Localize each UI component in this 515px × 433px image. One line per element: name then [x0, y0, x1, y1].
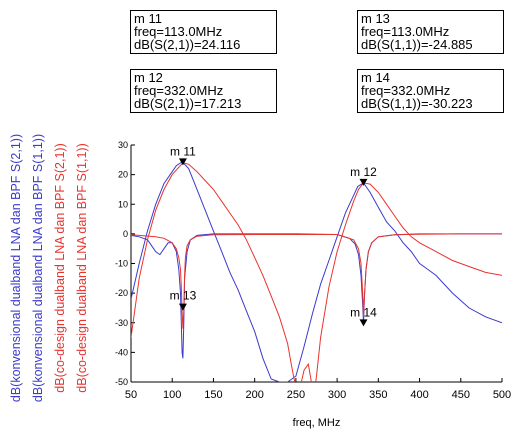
y-tick-label: 30	[118, 140, 128, 150]
marker-name: m 11	[134, 11, 162, 26]
series-group	[131, 161, 502, 382]
y-tick-label: 0	[123, 229, 128, 239]
marker-m11-readout: m 11 freq=113.0MHz dB(S(2,1))=24.116	[130, 10, 277, 54]
x-tick-label: 250	[287, 389, 305, 401]
x-axis-label: freq, MHz	[293, 417, 341, 429]
x-tick-label: 450	[452, 389, 470, 401]
marker-m12-readout: m 12 freq=332.0MHz dB(S(2,1))=17.213	[130, 69, 277, 113]
marker-name: m 13	[361, 11, 390, 26]
y-tick-label: 10	[118, 199, 128, 209]
marker-value: dB(S(2,1))=17.213	[134, 96, 242, 111]
marker-label: m 14	[350, 305, 377, 319]
y-tick-label: -20	[115, 288, 128, 298]
marker-freq: freq=113.0MHz	[134, 24, 223, 39]
marker-triangle	[178, 303, 187, 311]
marker-triangle	[359, 319, 368, 327]
marker-label: m 13	[170, 289, 197, 303]
y-axis-label: dB(konvensional dualband LNA dan BPF S(1…	[31, 134, 45, 402]
series-line	[131, 162, 502, 382]
marker-label: m 12	[350, 165, 377, 179]
x-tick-label: 350	[369, 389, 387, 401]
y-axis-label: dB(konvensional dualband LNA dan BPF S(2…	[9, 134, 23, 402]
marker-triangle	[359, 178, 368, 186]
y-tick-label: -10	[115, 259, 128, 269]
x-tick-label: 400	[410, 389, 428, 401]
marker-value: dB(S(1,1))=-30.223	[361, 96, 473, 111]
series-line	[131, 161, 502, 382]
marker-value: dB(S(1,1))=-24.885	[361, 37, 473, 52]
x-tick-label: 500	[493, 389, 511, 401]
y-axis-label: dB(co-design dualband LNA dan BPF S(1,1)…	[75, 143, 89, 392]
marker-name: m 12	[134, 70, 163, 85]
series-line	[131, 233, 502, 329]
marker-freq: freq=332.0MHz	[134, 83, 224, 98]
y-tick-label: 20	[118, 170, 128, 180]
x-tick-label: 150	[204, 389, 222, 401]
x-tick-label: 100	[163, 389, 181, 401]
marker-value: dB(S(2,1))=24.116	[134, 37, 241, 52]
marker-name: m 14	[361, 70, 390, 85]
x-tick-label: 50	[125, 389, 137, 401]
marker-m14-readout: m 14 freq=332.0MHz dB(S(1,1))=-30.223	[357, 69, 504, 113]
marker-label: m 11	[170, 144, 196, 158]
marker-freq: freq=332.0MHz	[361, 83, 451, 98]
y-tick-label: -30	[115, 318, 128, 328]
marker-freq: freq=113.0MHz	[361, 24, 450, 39]
y-axis-label: dB(co-design dualband LNA dan BPF S(2,1)…	[53, 143, 67, 392]
x-tick-label: 300	[328, 389, 346, 401]
marker-m13-readout: m 13 freq=113.0MHz dB(S(1,1))=-24.885	[357, 10, 504, 54]
marker-triangle	[178, 158, 187, 166]
y-tick-label: -50	[115, 377, 128, 387]
y-tick-label: -40	[115, 347, 128, 357]
x-tick-label: 200	[245, 389, 263, 401]
